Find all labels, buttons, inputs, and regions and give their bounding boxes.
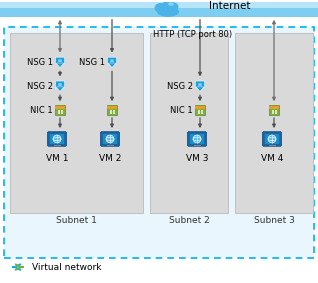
FancyBboxPatch shape (107, 105, 117, 115)
FancyBboxPatch shape (55, 105, 66, 115)
Text: NSG 1: NSG 1 (79, 58, 105, 67)
FancyBboxPatch shape (110, 59, 114, 62)
FancyBboxPatch shape (195, 81, 205, 88)
Text: NSG 2: NSG 2 (27, 82, 53, 91)
Text: VM 4: VM 4 (261, 154, 283, 163)
Text: Subnet 3: Subnet 3 (253, 216, 294, 225)
Bar (61, 110, 63, 112)
Bar (0, 2, 318, 8)
Ellipse shape (157, 7, 179, 17)
Text: Subnet 1: Subnet 1 (56, 216, 96, 225)
Bar (58, 110, 60, 112)
Bar (201, 110, 203, 112)
Bar (150, 33, 228, 213)
Bar (195, 106, 205, 109)
Bar (275, 110, 277, 112)
Bar (55, 106, 65, 109)
FancyBboxPatch shape (55, 81, 65, 88)
Bar (110, 112, 112, 113)
Bar (113, 112, 115, 113)
Circle shape (15, 266, 17, 268)
Bar (113, 110, 115, 112)
Text: NIC 1: NIC 1 (31, 106, 53, 115)
Bar (4, 27, 314, 258)
FancyBboxPatch shape (107, 57, 117, 64)
Circle shape (21, 266, 23, 268)
Text: Virtual network: Virtual network (32, 263, 101, 272)
Bar (10, 33, 143, 213)
FancyBboxPatch shape (103, 134, 117, 144)
Text: NSG 2: NSG 2 (167, 82, 193, 91)
Bar (0, 2, 318, 17)
Circle shape (193, 135, 201, 143)
FancyBboxPatch shape (190, 134, 204, 144)
Circle shape (106, 135, 114, 143)
Bar (58, 112, 60, 113)
Text: NIC 1: NIC 1 (170, 106, 193, 115)
Text: HTTP (TCP port 80): HTTP (TCP port 80) (154, 30, 232, 39)
FancyBboxPatch shape (100, 132, 119, 146)
Text: NSG 1: NSG 1 (27, 58, 53, 67)
FancyBboxPatch shape (50, 134, 64, 144)
Bar (275, 112, 277, 113)
Circle shape (268, 135, 276, 143)
FancyBboxPatch shape (263, 132, 281, 146)
Polygon shape (56, 63, 64, 68)
Bar (110, 110, 112, 112)
Ellipse shape (168, 2, 174, 6)
Bar (107, 106, 117, 109)
Ellipse shape (155, 3, 168, 13)
Text: VM 2: VM 2 (99, 154, 121, 163)
Ellipse shape (162, 1, 174, 9)
Bar (272, 112, 274, 113)
Bar (196, 143, 198, 145)
FancyBboxPatch shape (198, 83, 202, 86)
Bar (198, 112, 200, 113)
Bar (198, 110, 200, 112)
Bar (61, 112, 63, 113)
FancyBboxPatch shape (195, 105, 205, 115)
Bar (201, 112, 203, 113)
Bar (56, 143, 58, 145)
Text: VM 3: VM 3 (186, 154, 208, 163)
Circle shape (18, 266, 20, 268)
Polygon shape (56, 87, 64, 91)
FancyBboxPatch shape (268, 105, 280, 115)
Text: Internet: Internet (209, 1, 251, 11)
FancyBboxPatch shape (58, 59, 62, 62)
FancyBboxPatch shape (265, 134, 279, 144)
Text: Subnet 2: Subnet 2 (169, 216, 209, 225)
Ellipse shape (165, 2, 178, 12)
Circle shape (53, 135, 61, 143)
Bar (235, 33, 313, 213)
Bar (272, 110, 274, 112)
Bar (271, 143, 273, 145)
FancyBboxPatch shape (55, 57, 65, 64)
Polygon shape (108, 63, 116, 68)
Polygon shape (196, 87, 204, 91)
FancyBboxPatch shape (58, 83, 62, 86)
Bar (269, 106, 279, 109)
FancyBboxPatch shape (48, 132, 66, 146)
Text: VM 1: VM 1 (46, 154, 68, 163)
FancyBboxPatch shape (188, 132, 206, 146)
Bar (109, 143, 111, 145)
